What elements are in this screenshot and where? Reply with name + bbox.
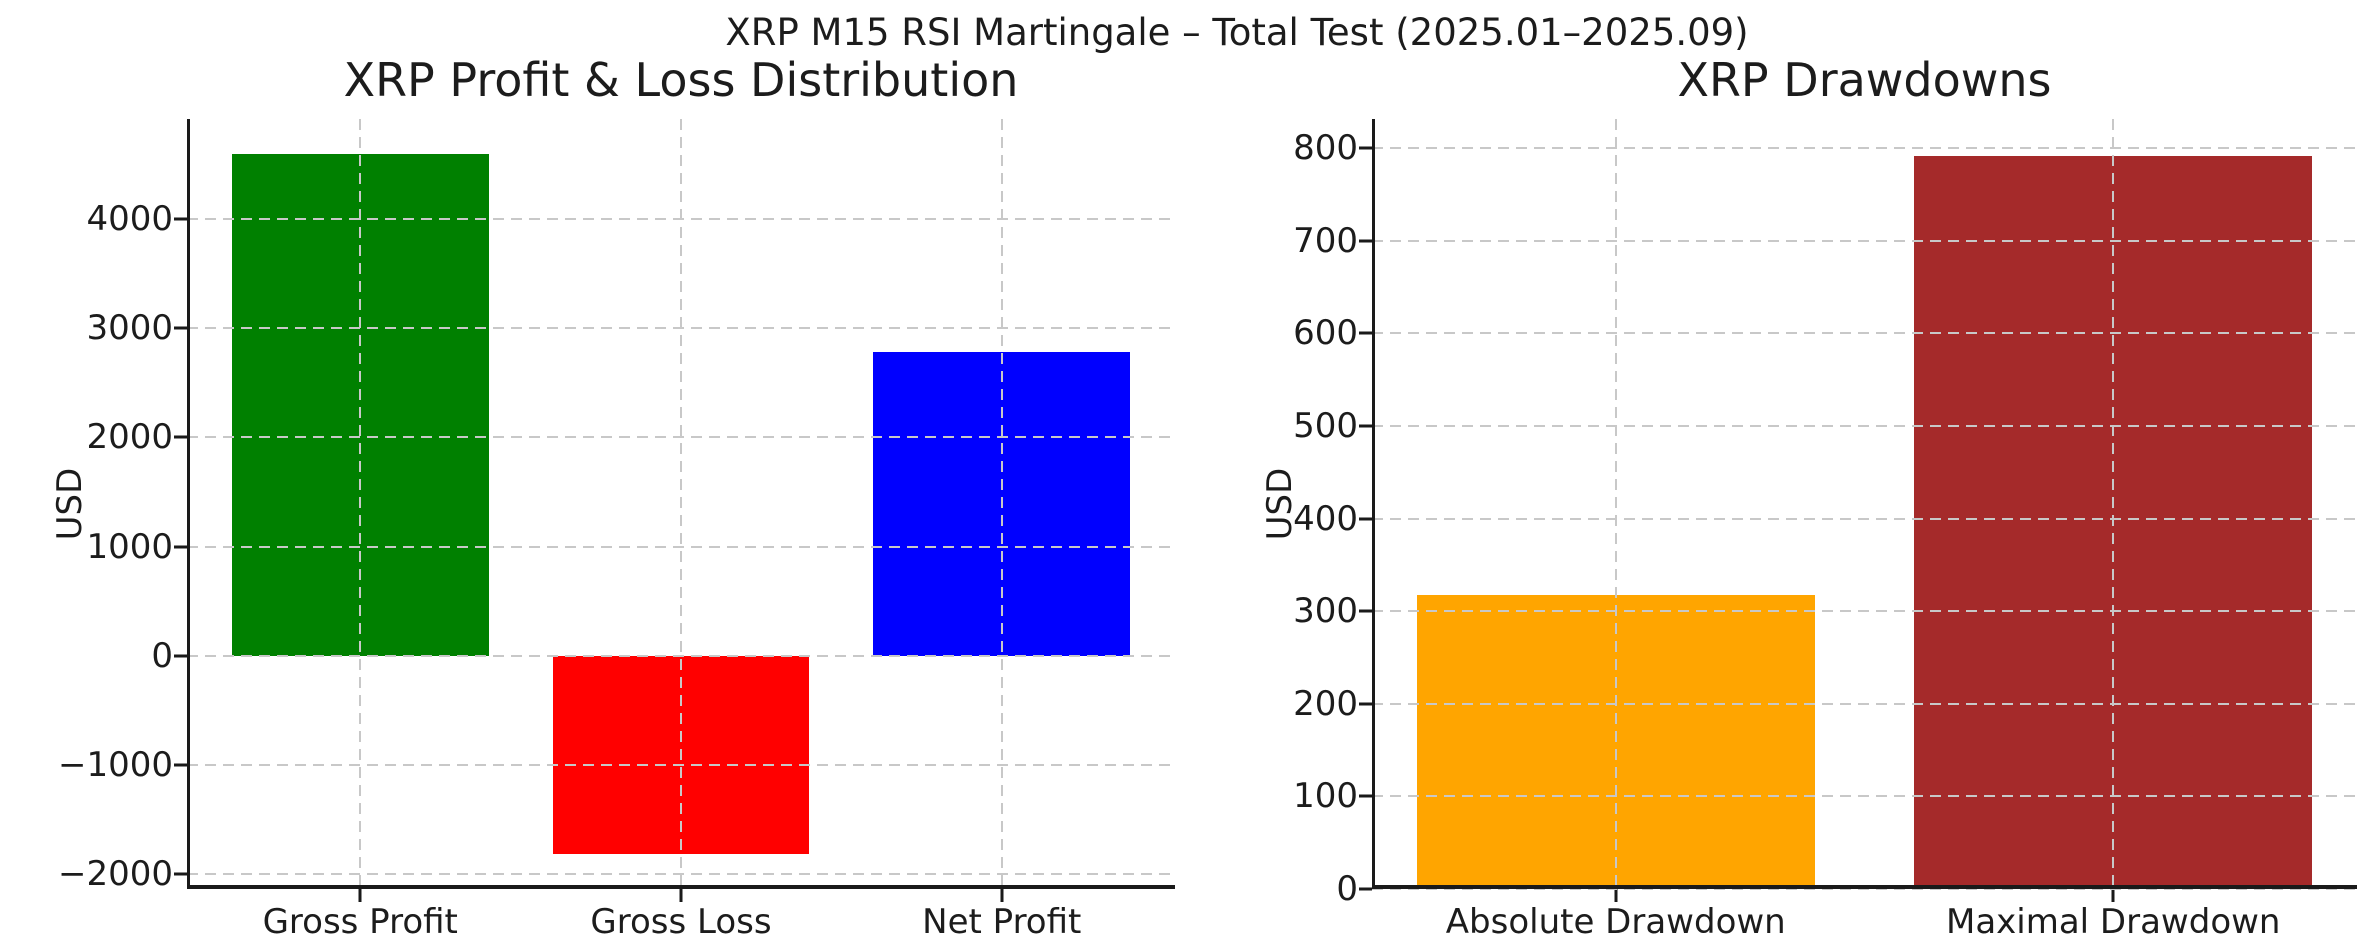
y-gridline [1372,332,2357,335]
x-tick-mark [1000,889,1004,902]
y-gridline [1372,795,2357,798]
y-gridline [1372,425,2357,428]
y-tick-label: 3000 [86,308,173,349]
y-tick-mark [174,763,187,767]
plot-area: 4000 3000 2000 1000 0 −1000 −2000 Gross Profit G… [58,119,1175,939]
y-tick-label: −1000 [57,744,173,785]
y-tick-mark [1359,794,1372,798]
y-gridline [1372,702,2357,705]
x-gridline [2112,119,2115,889]
y-tick-mark [1359,331,1372,335]
y-tick-label: 800 [1293,128,1358,169]
y-tick-mark [174,326,187,330]
x-tick-mark [679,889,683,902]
y-tick-label: 600 [1293,313,1358,354]
x-axis-spine [1372,885,2357,889]
y-tick-label: 500 [1293,406,1358,447]
y-tick-label: 0 [1336,869,1358,909]
x-tick-label-absolute-drawdown: Absolute Drawdown [1445,902,1786,942]
x-gridline [680,119,682,889]
y-gridline [1372,610,2357,613]
x-tick-mark [2111,889,2115,902]
x-tick-mark [358,889,362,902]
x-tick-label-net-profit: Net Profit [922,902,1082,942]
y-tick-mark [174,545,187,549]
y-tick-mark [174,654,187,658]
drawdowns-chart: XRP Drawdowns USD 800 700 600 500 400 300 200 1… [1260,55,2357,939]
plot-area: 800 700 600 500 400 300 200 100 0 Absolute Drawdo… [1293,119,2357,939]
x-tick-label-gross-profit: Gross Profit [262,902,458,942]
y-tick-label: 4000 [86,199,173,240]
y-tick-label: 100 [1293,776,1358,817]
y-tick-mark [1359,887,1372,891]
y-tick-mark [1359,517,1372,521]
y-tick-label: −2000 [57,853,173,894]
y-axis-spine [187,119,190,889]
y-tick-mark [174,435,187,439]
y-tick-mark [1359,609,1372,613]
figure-suptitle: XRP M15 RSI Martingale – Total Test (202… [725,11,1749,54]
x-gridline [1000,119,1003,889]
y-gridline [1372,147,2357,150]
y-tick-mark [174,217,187,221]
x-tick-mark [1614,889,1618,902]
y-gridline [1372,888,2357,890]
y-tick-label: 200 [1293,683,1358,724]
y-gridline [1372,517,2357,520]
y-axis-label-usd: USD [50,467,90,541]
x-tick-label-gross-loss: Gross Loss [590,902,772,942]
y-tick-label: 700 [1293,220,1358,261]
chart-title-profit-loss: XRP Profit & Loss Distribution [343,53,1019,107]
y-tick-label: 400 [1293,498,1358,539]
y-tick-mark [174,872,187,876]
y-axis-spine [1372,119,1375,889]
y-tick-mark [1359,146,1372,150]
y-tick-mark [1359,424,1372,428]
y-tick-label: 2000 [86,417,173,458]
chart-title-drawdowns: XRP Drawdowns [1677,53,2052,107]
x-axis-spine [187,885,1175,889]
y-gridline [1372,239,2357,242]
y-tick-label: 300 [1293,591,1358,632]
x-gridline [359,119,362,889]
x-tick-label-maximal-drawdown: Maximal Drawdown [1945,902,2281,942]
profit-loss-chart: XRP Profit & Loss Distribution USD 4000 3… [50,55,1175,939]
y-tick-mark [1359,702,1372,706]
x-gridline [1614,119,1617,889]
y-tick-label: 1000 [86,526,173,567]
y-tick-mark [1359,239,1372,243]
y-tick-label: 0 [151,635,173,676]
